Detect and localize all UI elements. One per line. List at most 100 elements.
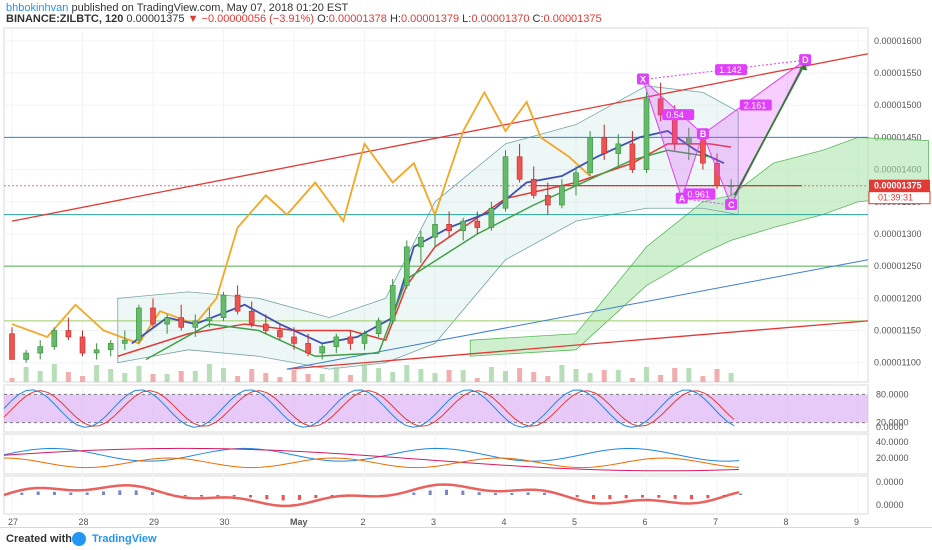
volume-bar [700,376,706,382]
volume-bar [474,378,480,382]
volume-bar [672,368,678,382]
volume-bar [404,365,410,382]
stoch-band [4,394,868,423]
momentum-bar [134,490,138,495]
volume-bar [164,374,170,382]
volume-bar [263,373,269,382]
momentum-bar [216,495,220,497]
volume-bar [9,378,15,382]
candle-body [418,236,424,248]
momentum-bar [494,493,497,495]
y-tick-label: 0.00001550 [874,68,922,78]
momentum-bar [624,495,628,499]
x-tick-label: 29 [149,517,159,527]
stoch-tick-label: 0.0000 [876,422,904,432]
x-tick-label: 5 [572,517,577,527]
candle-body [206,317,213,322]
candle-body [51,330,58,347]
y-tick-label: 0.00001500 [874,100,922,110]
x-tick-label: 28 [79,517,89,527]
pattern-ratio-text: 1.142 [719,65,742,75]
volume-bar [432,373,438,382]
momentum-line [3,483,740,508]
candle-body [559,185,565,206]
momentum-bar [314,495,318,499]
volume-bar [390,372,396,382]
candle-body [150,307,156,325]
pattern-ratio-text: 0.961 [687,189,710,199]
candle-body [178,317,184,328]
candle-body [615,143,622,154]
low-value: 0.00001370 [471,13,530,25]
momentum-bar [20,492,24,495]
momentum-bar [445,489,448,495]
momentum-bar [85,492,89,495]
volume-bar [615,370,621,382]
candle-body [389,285,396,322]
symbol-ohlc-line: BINANCE:ZILBTC, 120 0.00001375 ▼ −0.0000… [6,13,602,25]
last-price: 0.00001375 [126,13,185,25]
volume-bar [362,364,367,382]
volume-bar [277,377,283,382]
change-value: −0.00000056 (−3.91%) [201,13,315,25]
candle-body [446,224,452,232]
pattern-ratio: 2.161 [739,99,772,111]
open-label: O: [317,13,329,25]
candle-body [220,294,227,318]
pattern-ratio-text: 2.161 [744,101,767,111]
momentum-pane [3,475,869,515]
momentum-bar [412,492,416,495]
candle-body [107,343,114,351]
countdown-label: 01:39:31 [878,193,913,203]
author-link[interactable]: bhbokinhvan [6,2,69,14]
change-down-icon: ▼ [187,13,199,25]
stoch-k-line [3,389,735,428]
candle-body [9,333,15,360]
pattern-ratio: 0.54 [662,109,695,121]
volume-bar [65,372,71,382]
momentum-bar [739,493,742,495]
x-tick-label: 7 [713,517,718,527]
momentum-bar [641,495,644,498]
candle-body [643,98,650,170]
momentum-bar [526,492,530,495]
volume-bar [658,375,664,382]
y-tick-label: 0.00001450 [874,132,922,142]
volume-bar [728,373,734,382]
volume-bar [446,370,452,382]
adx-line [3,447,740,472]
momentum-tick-label: 0.0000 [876,477,904,487]
candle-body [291,336,297,344]
momentum-bar [36,491,40,495]
volume-bar [644,367,649,382]
stoch-tick-label: 80.0000 [876,389,909,399]
volume-bar [122,373,128,382]
pattern-point-c: C [725,199,738,210]
candle-body [728,185,734,187]
y-tick-label: 0.00001300 [874,229,922,239]
momentum-bar [657,495,661,498]
candle-body [587,137,593,174]
publish-info: bhbokinhvan published on TradingView.com… [6,2,348,14]
x-tick-label: 9 [854,517,859,527]
tradingview-brand[interactable]: TradingView [92,533,157,545]
momentum-bar [690,495,693,500]
volume-bar [347,375,353,382]
candle-body [305,343,311,354]
candle-body [700,137,706,164]
volume-bar [319,374,325,382]
volume-bar [376,368,382,382]
pattern-ac [681,198,732,206]
pattern-label: X [640,74,646,84]
volume-bar [178,371,184,382]
momentum-bar [477,492,481,495]
momentum-bar [249,495,252,498]
volume-bar [150,374,156,382]
candle-body [37,346,44,354]
candle-body [657,98,664,116]
pattern-ratio: 0.961 [683,188,716,200]
x-tick-label: 4 [502,517,507,527]
momentum-bar [461,490,465,495]
y-tick-label: 0.00001150 [874,326,921,336]
